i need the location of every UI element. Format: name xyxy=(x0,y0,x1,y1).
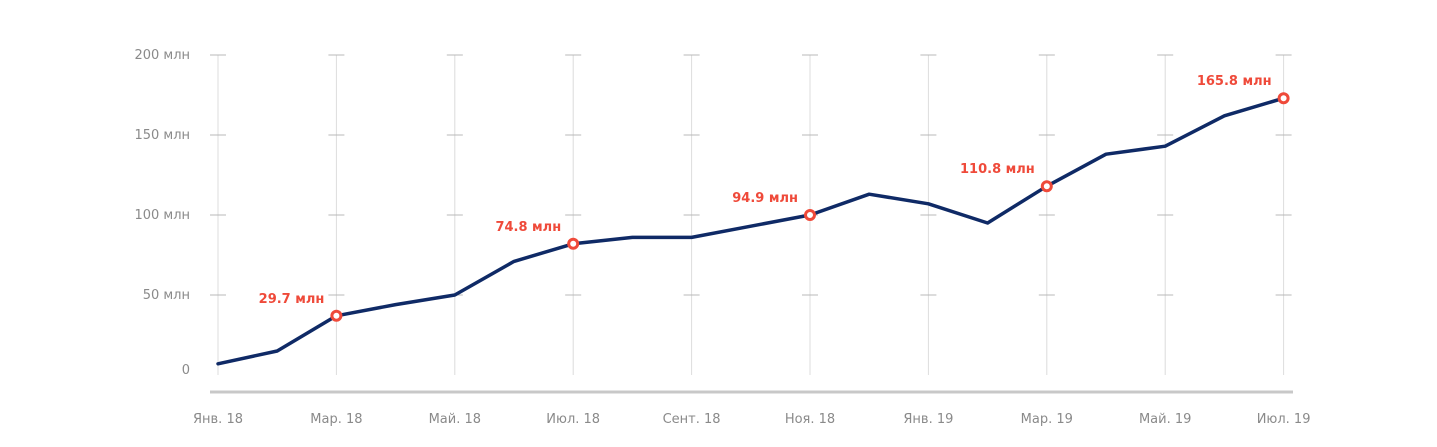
x-tick-label: Июл. 18 xyxy=(546,412,600,427)
x-tick-label: Янв. 19 xyxy=(903,412,953,427)
data-label: 29.7 млн xyxy=(259,292,325,307)
y-tick-label: 200 млн xyxy=(134,48,190,63)
y-axis-ticks: 0 50 млн 100 млн 150 млн 200 млн xyxy=(134,48,190,378)
y-tick-label: 100 млн xyxy=(134,208,190,223)
x-tick-label: Сент. 18 xyxy=(663,412,721,427)
series-line xyxy=(216,96,1286,366)
data-label: 94.9 млн xyxy=(732,191,798,206)
x-tick-label: Май. 19 xyxy=(1139,412,1191,427)
data-point-marker xyxy=(804,209,816,221)
y-tick-label: 0 xyxy=(182,363,190,378)
data-label: 110.8 млн xyxy=(960,162,1035,177)
data-label: 165.8 млн xyxy=(1197,74,1272,89)
series xyxy=(216,96,1286,366)
data-point-marker xyxy=(567,237,580,250)
markers xyxy=(330,92,1290,322)
data-label: 74.8 млн xyxy=(495,220,561,235)
x-tick-label: Ноя. 18 xyxy=(785,412,835,427)
data-point-marker xyxy=(1040,180,1053,193)
x-tick-label: Янв. 18 xyxy=(193,412,243,427)
y-tick-label: 150 млн xyxy=(134,128,190,143)
x-tick-label: Мар. 18 xyxy=(310,412,362,427)
data-labels: 29.7 млн 74.8 млн 94.9 млн 110.8 млн 165.8 м… xyxy=(259,74,1272,307)
y-tick-label: 50 млн xyxy=(143,288,190,303)
data-point-marker xyxy=(1277,92,1290,105)
x-tick-label: Июл. 19 xyxy=(1257,412,1311,427)
x-tick-label: Мар. 19 xyxy=(1021,412,1073,427)
grid xyxy=(210,54,1292,375)
x-tick-label: Май. 18 xyxy=(429,412,481,427)
data-point-marker xyxy=(330,309,343,322)
x-axis-ticks: Янв. 18 Мар. 18 Май. 18 Июл. 18 Сент. 18 Ноя.… xyxy=(193,412,1311,427)
